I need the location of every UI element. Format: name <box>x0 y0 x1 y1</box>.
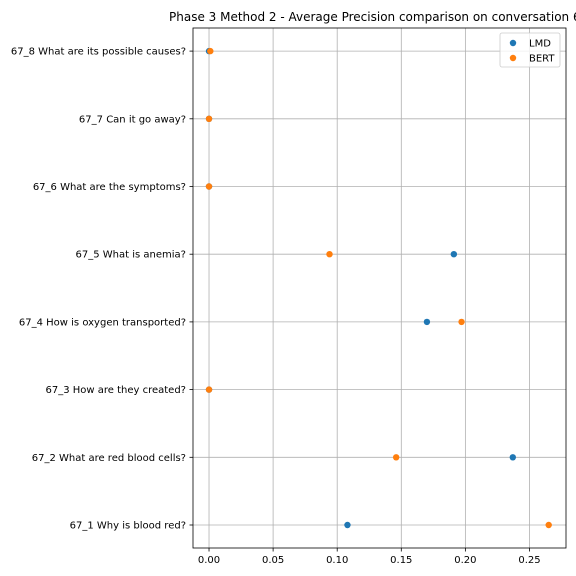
axes-frame <box>189 27 567 552</box>
data-point-bert <box>205 386 213 393</box>
chart-title: Phase 3 Method 2 - Average Precision com… <box>169 10 576 24</box>
data-point-lmd <box>450 251 458 258</box>
x-tick-label: 0.25 <box>518 555 540 566</box>
grid <box>193 28 566 548</box>
data-point-bert <box>326 251 333 258</box>
x-tick-label: 0.05 <box>262 555 284 566</box>
x-tick-label: 0.20 <box>454 555 476 566</box>
data-point-bert <box>458 318 465 326</box>
data-point-lmd <box>509 454 517 461</box>
data-point-bert <box>205 115 213 123</box>
legend-label-lmd: LMD <box>529 39 551 50</box>
legend-label-bert: BERT <box>529 54 555 65</box>
x-tick-label: 0.00 <box>198 555 220 566</box>
data-point-bert <box>545 521 552 529</box>
legend-marker-bert <box>509 54 517 62</box>
y-category-label: 67_6 What are the symptoms? <box>33 182 186 193</box>
legend: LMD BERT <box>499 32 561 68</box>
y-category-label: 67_4 How is oxygen transported? <box>19 317 186 328</box>
data-points <box>205 47 552 529</box>
legend-marker-lmd <box>509 39 517 47</box>
data-point-bert <box>207 47 214 55</box>
data-point-bert <box>392 454 400 461</box>
x-tick-label: 0.10 <box>326 555 348 566</box>
y-category-label: 67_7 Can it go away? <box>79 114 186 125</box>
y-category-label: 67_3 How are they created? <box>45 385 186 396</box>
y-category-label: 67_2 What are red blood cells? <box>32 453 186 464</box>
y-category-label: 67_5 What is anemia? <box>76 250 186 261</box>
data-point-bert <box>205 183 213 190</box>
tick-labels: 0.00 0.05 0.10 0.15 0.20 0.25 67_1 Why is bloo… <box>11 47 541 566</box>
y-category-label: 67_1 Why is blood red? <box>70 521 186 532</box>
x-tick-label: 0.15 <box>390 555 412 566</box>
data-point-lmd <box>423 318 431 326</box>
plot-frame <box>192 27 567 549</box>
y-category-label: 67_8 What are its possible causes? <box>11 47 186 58</box>
data-point-lmd <box>344 521 351 529</box>
